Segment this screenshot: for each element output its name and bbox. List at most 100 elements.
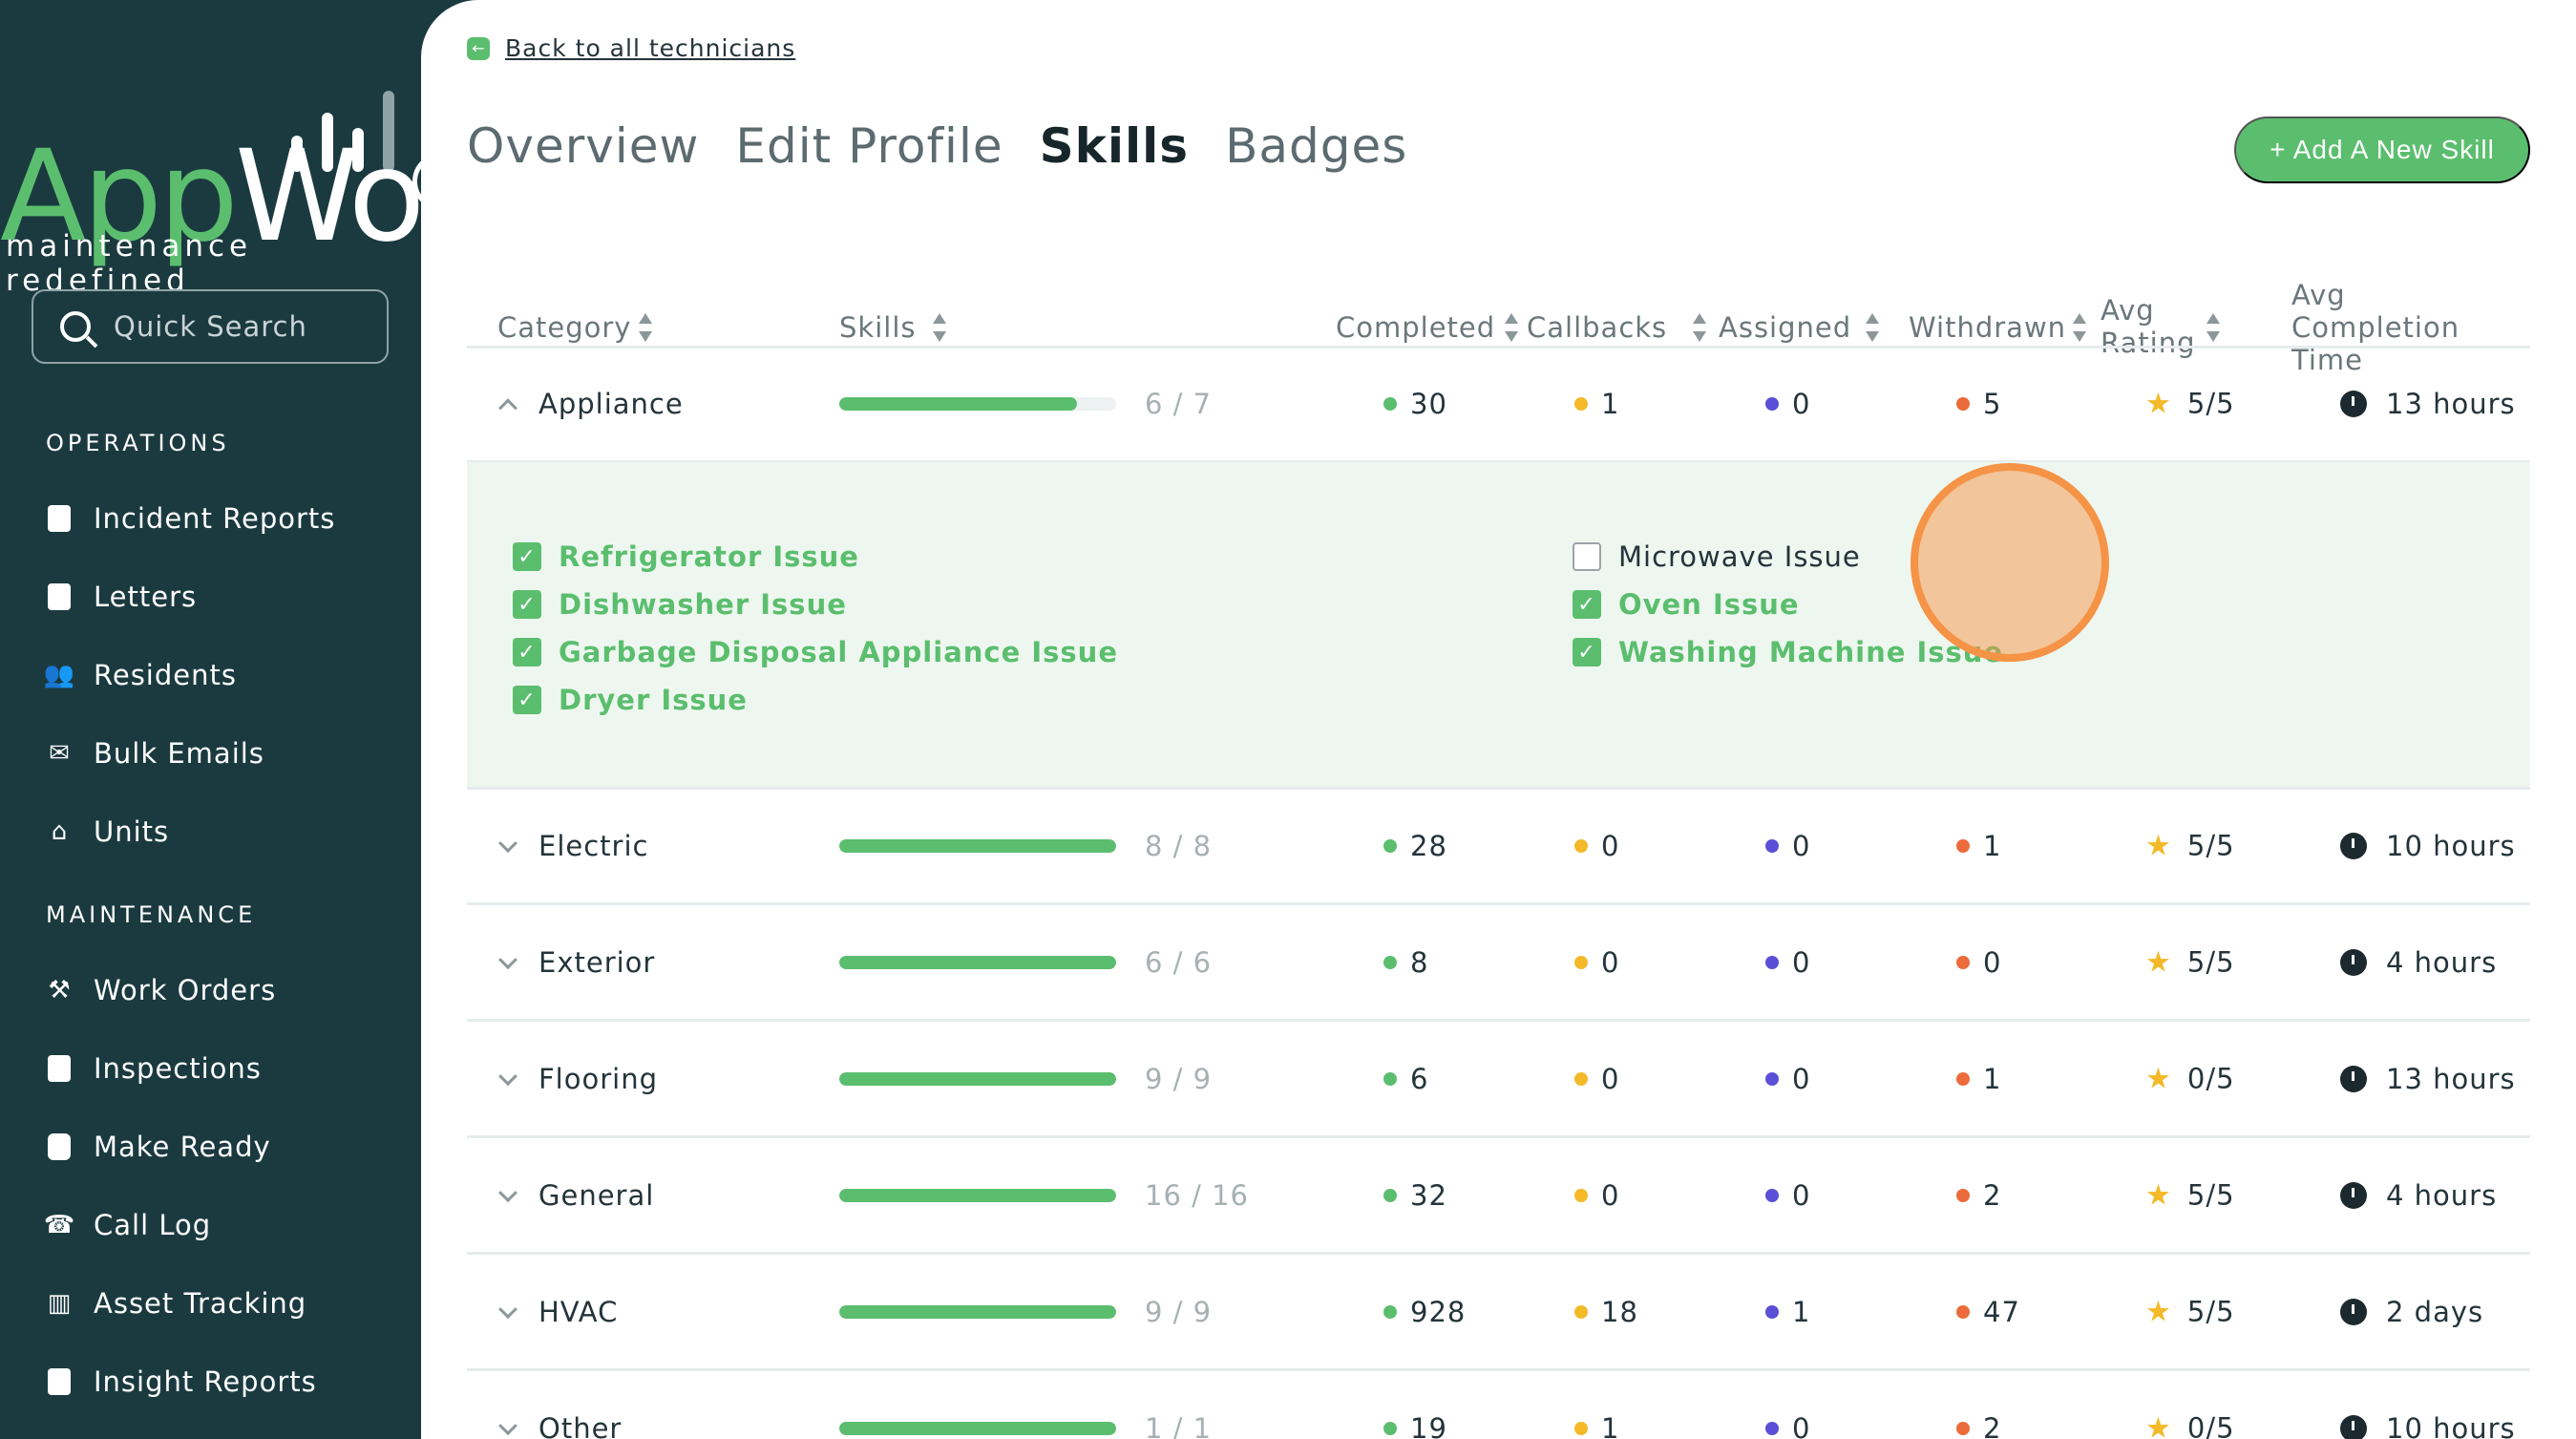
tab-overview[interactable]: Overview xyxy=(467,118,700,174)
sort-icon[interactable] xyxy=(2073,311,2086,344)
avg-completion-time: 4 hours xyxy=(2340,1179,2497,1212)
withdrawn-count: 1 xyxy=(1956,1063,2001,1095)
header-line: Rating xyxy=(2101,327,2196,359)
phone-icon: ☎ xyxy=(43,1211,75,1239)
chevron-down-icon[interactable] xyxy=(498,950,517,970)
table-row[interactable]: Appliance 6 / 7 30 1 0 5 ★ 5/5 13 hours xyxy=(467,347,2530,461)
avg-rating: ★ 5/5 xyxy=(2145,1295,2235,1329)
row-divider xyxy=(467,1135,2530,1138)
checkbox-checked-icon[interactable]: ✓ xyxy=(513,590,541,619)
column-header-withdrawn[interactable]: Withdrawn xyxy=(1909,311,2067,344)
completed-count: 928 xyxy=(1383,1296,1466,1328)
skills-ratio: 8 / 8 xyxy=(1145,830,1213,862)
back-to-technicians[interactable]: ← Back to all technicians xyxy=(467,34,795,62)
avg-rating: ★ 5/5 xyxy=(2145,945,2235,980)
section-title-maintenance: MAINTENANCE xyxy=(46,901,257,928)
column-header-assigned[interactable]: Assigned xyxy=(1719,311,1852,344)
column-header-callbacks[interactable]: Callbacks xyxy=(1527,311,1668,344)
star-icon: ★ xyxy=(2145,1295,2172,1329)
sidebar-item-letters[interactable]: Letters xyxy=(46,573,197,621)
category-name: Other xyxy=(538,1412,623,1439)
sidebar-item-make-ready[interactable]: Make Ready xyxy=(46,1123,271,1171)
sort-icon[interactable] xyxy=(1693,311,1706,344)
table-row[interactable]: Electric 8 / 8 28 0 0 1 ★ 5/5 10 hours xyxy=(467,789,2530,903)
withdrawn-count: 2 xyxy=(1956,1179,2001,1212)
back-link[interactable]: Back to all technicians xyxy=(505,34,796,62)
table-row[interactable]: Flooring 9 / 9 6 0 0 1 ★ 0/5 13 hours xyxy=(467,1022,2530,1136)
skill-checkbox-microwave[interactable]: Microwave Issue xyxy=(1573,540,1861,573)
sidebar-item-units[interactable]: ⌂ Units xyxy=(46,808,169,856)
sort-icon[interactable] xyxy=(1505,311,1518,344)
completed-count: 30 xyxy=(1383,388,1447,420)
callbacks-count: 0 xyxy=(1574,830,1619,862)
row-divider xyxy=(467,1368,2530,1371)
column-header-category[interactable]: Category xyxy=(497,311,632,344)
star-icon: ★ xyxy=(2145,387,2172,421)
tab-skills[interactable]: Skills xyxy=(1039,118,1190,174)
sidebar-item-incident-reports[interactable]: Incident Reports xyxy=(46,495,335,542)
checkbox-checked-icon[interactable]: ✓ xyxy=(513,542,541,571)
skill-checkbox-oven[interactable]: ✓ Oven Issue xyxy=(1573,588,1800,621)
skill-checkbox-dryer[interactable]: ✓ Dryer Issue xyxy=(513,684,748,716)
table-row[interactable]: Exterior 6 / 6 8 0 0 0 ★ 5/5 4 hours xyxy=(467,905,2530,1020)
skills-progress-bar xyxy=(839,839,1116,853)
sort-icon[interactable] xyxy=(1866,311,1879,344)
avg-rating: ★ 0/5 xyxy=(2145,1412,2235,1439)
checkbox-checked-icon[interactable]: ✓ xyxy=(1573,638,1601,667)
quick-search-input[interactable]: Quick Search xyxy=(32,289,389,364)
skills-ratio: 9 / 9 xyxy=(1145,1296,1213,1328)
barcode-icon: ▥ xyxy=(47,1289,72,1318)
completed-count: 6 xyxy=(1383,1063,1428,1095)
sidebar-item-call-log[interactable]: ☎ Call Log xyxy=(43,1201,211,1249)
table-row[interactable]: General 16 / 16 32 0 0 2 ★ 5/5 4 hours xyxy=(467,1138,2530,1253)
sidebar-item-work-orders[interactable]: ⚒ Work Orders xyxy=(46,966,276,1014)
assigned-count: 0 xyxy=(1765,830,1810,862)
skill-label: Dishwasher Issue xyxy=(559,588,847,621)
chevron-down-icon[interactable] xyxy=(498,1183,517,1203)
drill-icon: ⚒ xyxy=(48,976,71,1005)
skill-label: Washing Machine Issue xyxy=(1618,636,2004,668)
sidebar-item-insight-reports[interactable]: Insight Reports xyxy=(46,1358,317,1406)
clock-icon xyxy=(2340,1415,2367,1439)
tab-edit-profile[interactable]: Edit Profile xyxy=(735,118,1003,174)
sort-icon[interactable] xyxy=(2206,311,2220,344)
sidebar-item-asset-tracking[interactable]: ▥ Asset Tracking xyxy=(46,1280,306,1327)
sidebar-item-inspections[interactable]: Inspections xyxy=(46,1045,262,1092)
chevron-down-icon[interactable] xyxy=(498,1300,517,1320)
checkbox-empty-icon[interactable] xyxy=(1573,542,1601,571)
sidebar-item-label: Bulk Emails xyxy=(94,737,264,770)
sidebar-item-label: Asset Tracking xyxy=(94,1287,307,1320)
category-name: Appliance xyxy=(538,388,684,420)
checkbox-checked-icon[interactable]: ✓ xyxy=(513,686,541,714)
chevron-down-icon[interactable] xyxy=(498,1067,517,1087)
sidebar-item-label: Letters xyxy=(94,581,198,613)
sidebar-item-bulk-emails[interactable]: ✉ Bulk Emails xyxy=(46,730,264,777)
skill-checkbox-garbage-disposal[interactable]: ✓ Garbage Disposal Appliance Issue xyxy=(513,636,1118,668)
tab-badges[interactable]: Badges xyxy=(1225,118,1408,174)
appwork-logo[interactable]: AppWork maintenance redefined xyxy=(0,67,542,298)
column-header-avg-rating[interactable]: Avg Rating xyxy=(2101,294,2196,359)
assigned-count: 0 xyxy=(1765,388,1810,420)
skill-checkbox-dishwasher[interactable]: ✓ Dishwasher Issue xyxy=(513,588,847,621)
table-row[interactable]: HVAC 9 / 9 928 18 1 47 ★ 5/5 2 days xyxy=(467,1255,2530,1369)
checkbox-checked-icon[interactable]: ✓ xyxy=(513,638,541,667)
skills-progress-bar xyxy=(839,1305,1116,1319)
add-new-skill-button[interactable]: + Add A New Skill xyxy=(2234,116,2530,183)
sidebar-item-residents[interactable]: 👥 Residents xyxy=(44,651,237,699)
checkbox-checked-icon[interactable]: ✓ xyxy=(1573,590,1601,619)
column-header-avg-completion-time[interactable]: Avg Completion Time xyxy=(2291,279,2460,376)
skill-checkbox-refrigerator[interactable]: ✓ Refrigerator Issue xyxy=(513,540,859,573)
skill-checkbox-washing-machine[interactable]: ✓ Washing Machine Issue xyxy=(1573,636,2003,668)
table-row[interactable]: Other 1 / 1 19 1 0 2 ★ 0/5 10 hours xyxy=(467,1371,2530,1439)
sort-icon[interactable] xyxy=(933,311,946,344)
envelope-open-icon: ✉ xyxy=(49,739,70,768)
skills-progress-bar xyxy=(839,1072,1116,1086)
chevron-down-icon[interactable] xyxy=(498,834,517,854)
clock-icon xyxy=(2340,1066,2367,1092)
chevron-down-icon[interactable] xyxy=(498,1416,517,1436)
column-header-skills[interactable]: Skills xyxy=(839,311,917,344)
column-header-completed[interactable]: Completed xyxy=(1336,311,1496,344)
sort-icon[interactable] xyxy=(639,311,652,344)
chevron-up-icon[interactable] xyxy=(498,398,517,418)
callbacks-count: 0 xyxy=(1574,946,1619,979)
